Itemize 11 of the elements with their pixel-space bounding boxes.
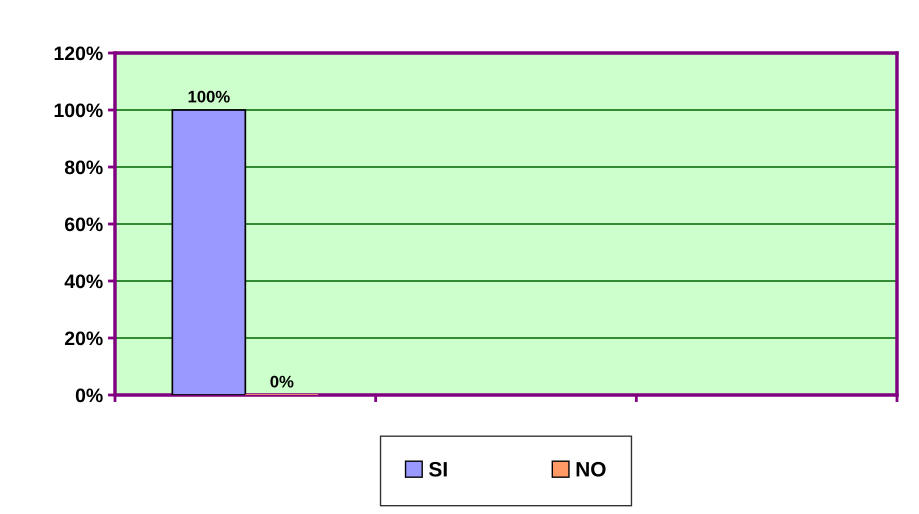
y-tick-label: 80%: [64, 160, 103, 174]
y-tick-label: 120%: [54, 46, 103, 60]
data-label: 0%: [270, 376, 294, 388]
y-tick-label: 40%: [64, 274, 103, 288]
y-tick-label: 100%: [54, 103, 103, 118]
y-tick-label: 60%: [64, 217, 103, 232]
legend-label: NO: [576, 462, 606, 477]
y-tick-label: 0%: [76, 388, 103, 402]
y-tick-label: 20%: [64, 331, 103, 346]
legend-label: SI: [429, 462, 447, 477]
data-label: 100%: [188, 90, 230, 103]
